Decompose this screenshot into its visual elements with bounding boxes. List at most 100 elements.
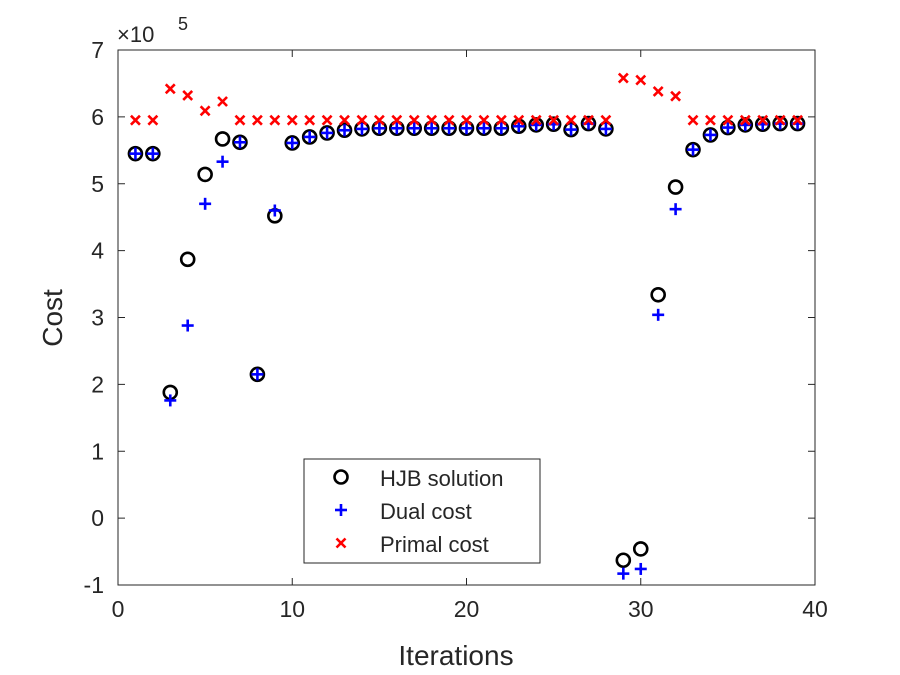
- plus-point: [286, 136, 299, 149]
- x-point: [600, 114, 612, 126]
- plus-point: [669, 203, 682, 216]
- series-primal-cost: [130, 72, 803, 126]
- plus-point: [687, 143, 700, 156]
- plus-point: [408, 122, 421, 135]
- circle-point: [179, 251, 196, 268]
- plus-point: [634, 562, 647, 575]
- x-point: [321, 114, 333, 126]
- y-tick-label: 0: [91, 505, 104, 531]
- x-point: [583, 114, 594, 126]
- x-point: [391, 114, 403, 126]
- circle-point: [284, 135, 301, 151]
- plus-point: [617, 567, 630, 580]
- circle-point: [615, 552, 632, 569]
- x-point: [443, 114, 455, 126]
- plus-point: [251, 368, 264, 381]
- x-point: [495, 114, 507, 126]
- circle-point: [650, 286, 666, 303]
- x-point: [530, 114, 542, 126]
- plus-point: [321, 126, 334, 139]
- y-tick-label: 2: [91, 371, 104, 397]
- x-point: [792, 114, 803, 126]
- circle-point: [598, 121, 614, 137]
- x-point: [774, 114, 786, 126]
- circle-point: [197, 166, 213, 183]
- x-tick-label: 40: [802, 596, 828, 622]
- plus-point: [164, 394, 177, 407]
- plus-point: [704, 128, 717, 141]
- x-point: [478, 114, 490, 126]
- series-dual-cost: [129, 117, 804, 580]
- data-markers: [127, 72, 806, 580]
- circle-point: [789, 115, 806, 132]
- y-tick-label: 4: [91, 238, 104, 264]
- circle-point: [667, 179, 684, 195]
- legend-marker: [335, 537, 347, 549]
- legend-label-dual: Dual cost: [380, 499, 472, 524]
- x-point: [461, 114, 472, 126]
- plus-point: [181, 319, 194, 332]
- x-point: [286, 114, 298, 126]
- plus-point: [477, 122, 490, 135]
- plus-point: [652, 308, 665, 321]
- plus-point: [338, 124, 351, 137]
- y-tick-label: 3: [91, 305, 104, 331]
- legend-marker: [333, 469, 349, 485]
- x-point: [356, 114, 368, 126]
- y-axis-title: Cost: [37, 289, 68, 347]
- circle-point: [319, 125, 335, 141]
- circle-point: [127, 145, 144, 162]
- circle-point: [632, 541, 649, 557]
- y-tick-label: -1: [84, 572, 104, 598]
- x-tick-label: 0: [112, 596, 125, 622]
- x-point: [373, 114, 385, 126]
- y-exponent-power: 5: [178, 14, 188, 34]
- x-point: [217, 96, 228, 107]
- legend: HJB solution Dual cost Primal cost: [303, 458, 541, 564]
- x-point: [687, 114, 699, 126]
- legend-markers: [333, 469, 349, 549]
- x-point: [652, 86, 664, 97]
- x-tick-label: 10: [279, 596, 305, 622]
- x-point: [408, 114, 420, 126]
- circle-point: [145, 145, 161, 162]
- y-tick-label: 5: [91, 171, 104, 197]
- plus-point: [199, 197, 212, 210]
- x-point: [757, 114, 769, 126]
- plus-point: [373, 122, 386, 135]
- x-axis-title: Iterations: [398, 640, 513, 671]
- axis-ticks: 0 10 20 30 40 -1 0 1 2 3 4 5 6 7: [84, 37, 828, 622]
- x-point: [426, 114, 438, 126]
- y-exponent-label: ×10: [117, 22, 154, 47]
- legend-label-hjb: HJB solution: [380, 466, 504, 491]
- series-hjb-solution: [127, 115, 806, 569]
- circle-point: [249, 366, 266, 383]
- x-point: [513, 114, 525, 126]
- circle-point: [354, 121, 370, 137]
- x-point: [339, 114, 350, 126]
- x-point: [130, 114, 141, 126]
- circle-point: [545, 116, 562, 133]
- x-point: [739, 114, 751, 126]
- plus-point: [565, 123, 578, 136]
- plus-point: [425, 122, 438, 135]
- x-point: [164, 83, 176, 95]
- legend-marker: [335, 504, 347, 516]
- plus-point: [146, 147, 159, 160]
- plus-point: [512, 120, 525, 133]
- plus-point: [216, 155, 229, 168]
- circle-point: [772, 115, 788, 132]
- x-point: [147, 114, 159, 126]
- plus-point: [233, 136, 246, 149]
- x-point: [548, 114, 560, 126]
- circle-point: [580, 115, 597, 132]
- plus-point: [129, 147, 142, 160]
- legend-label-primal: Primal cost: [380, 532, 489, 557]
- x-point: [617, 72, 629, 84]
- x-point: [234, 114, 246, 126]
- y-tick-label: 6: [91, 104, 104, 130]
- x-point: [199, 105, 211, 117]
- circle-point: [301, 129, 318, 145]
- x-tick-label: 20: [454, 596, 480, 622]
- x-point: [722, 114, 734, 126]
